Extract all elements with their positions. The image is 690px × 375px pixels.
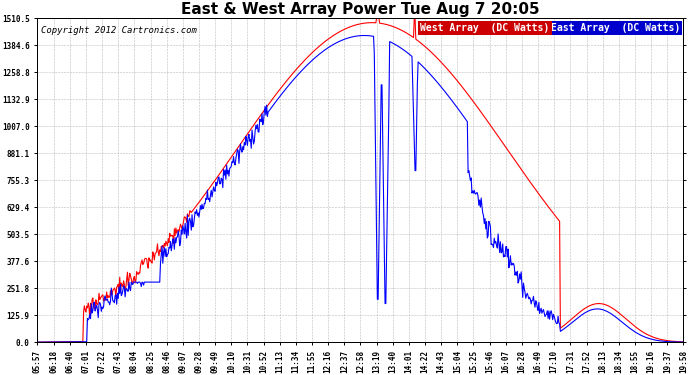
Text: Copyright 2012 Cartronics.com: Copyright 2012 Cartronics.com (41, 26, 197, 35)
Title: East & West Array Power Tue Aug 7 20:05: East & West Array Power Tue Aug 7 20:05 (181, 2, 540, 17)
Text: West Array  (DC Watts): West Array (DC Watts) (420, 23, 550, 33)
Text: East Array  (DC Watts): East Array (DC Watts) (551, 23, 680, 33)
